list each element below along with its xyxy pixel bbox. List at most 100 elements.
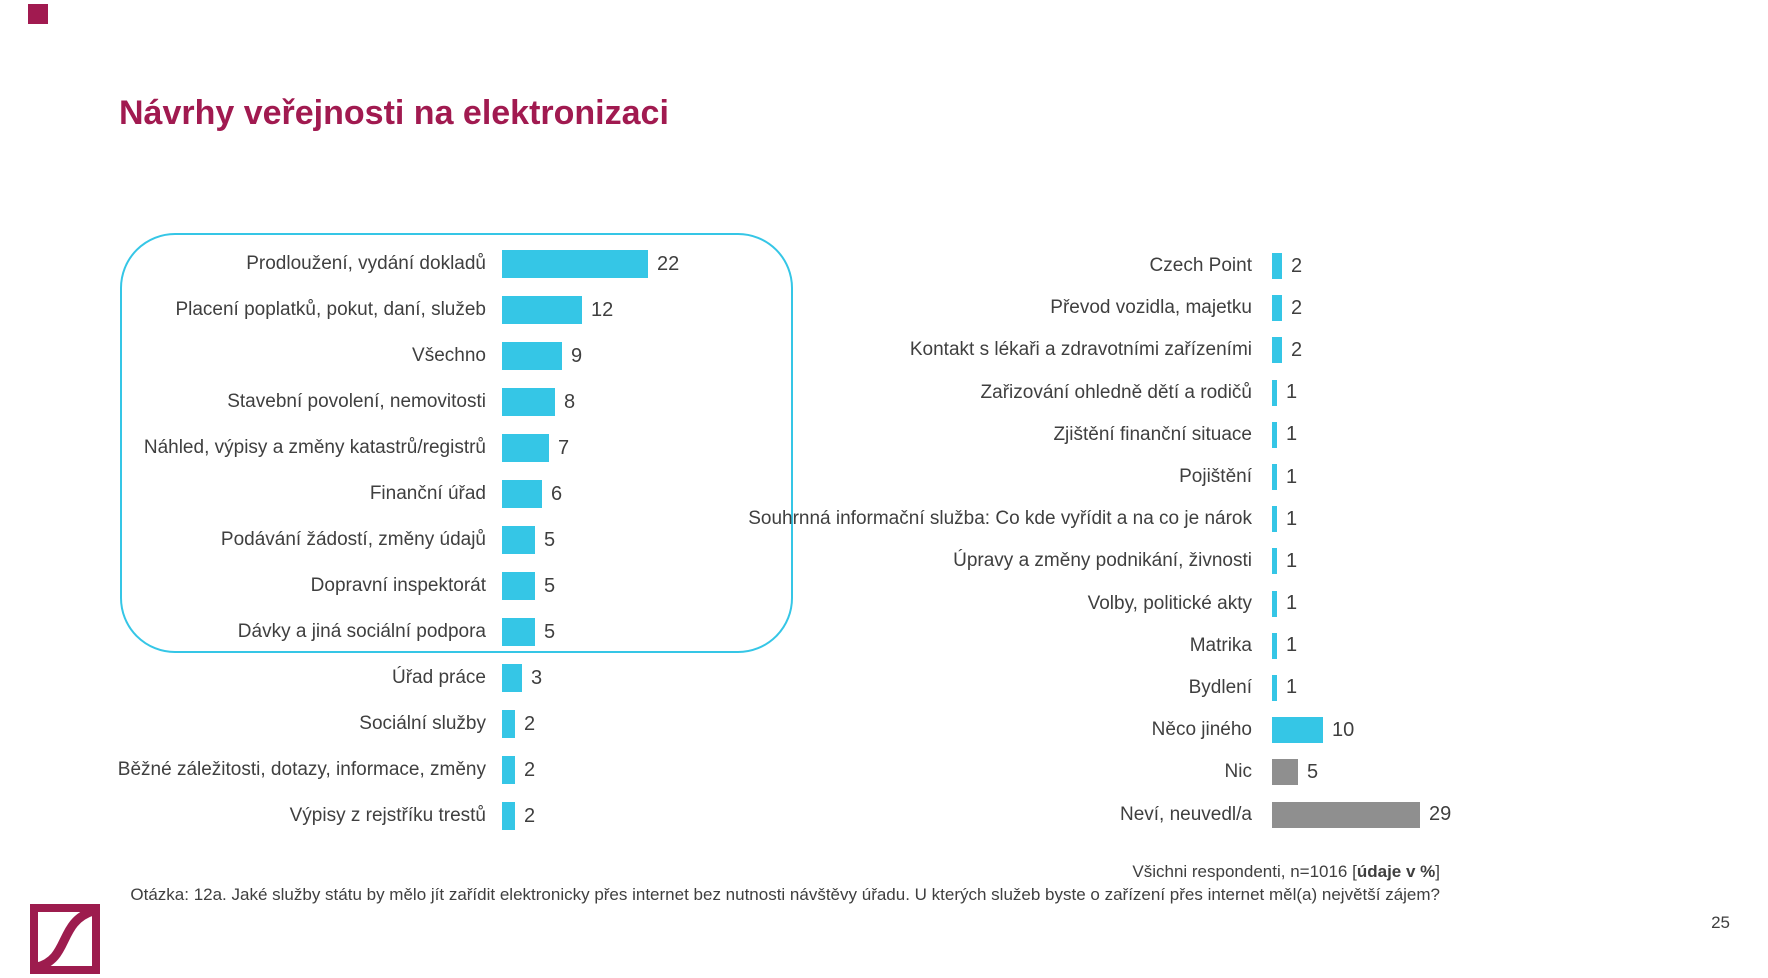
bar	[502, 756, 515, 784]
bar-row: Úpravy a změny podnikání, živnosti 1	[740, 540, 1500, 582]
bar	[1272, 801, 1420, 828]
bar	[1272, 379, 1277, 406]
bar	[1272, 464, 1277, 491]
bar-row: Neví, neuvedl/a 29	[740, 793, 1500, 835]
bar	[502, 250, 648, 278]
footnote-respondents-prefix: Všichni respondenti, n=1016 [	[1132, 862, 1357, 881]
bar-value: 5	[544, 528, 556, 551]
bar-row: Matrika 1	[740, 625, 1500, 667]
bar-row: Převod vozidla, majetku 2	[740, 287, 1500, 329]
bar-row: Podávání žádostí, změny údajů 5	[60, 517, 780, 563]
bar-label: Matrika	[1189, 634, 1252, 656]
bar	[1272, 674, 1277, 701]
bar-label: Souhrnná informační služba: Co kde vyříd…	[748, 508, 1252, 530]
bar-row: Nic 5	[740, 751, 1500, 793]
brand-logo-icon	[30, 904, 100, 974]
bar-label: Něco jiného	[1151, 719, 1252, 741]
bar-label: Výpisy z rejstříku trestů	[289, 805, 486, 826]
bar	[502, 342, 562, 370]
slide-title: Návrhy veřejnosti na elektronizaci	[119, 94, 669, 132]
bar-label: Neví, neuvedl/a	[1119, 803, 1252, 825]
bar-label: Převod vozidla, majetku	[1050, 297, 1252, 319]
accent-square	[28, 4, 48, 24]
bar-value: 7	[558, 436, 570, 459]
bar-value: 1	[1286, 465, 1298, 488]
bar	[1272, 506, 1277, 533]
bar	[502, 388, 555, 416]
bar	[1272, 337, 1282, 364]
bar-label: Nic	[1224, 761, 1252, 783]
bar-label: Úpravy a změny podnikání, živnosti	[953, 550, 1252, 572]
bar-value: 5	[1307, 760, 1319, 783]
bar	[1272, 421, 1277, 448]
bar-value: 22	[657, 252, 680, 275]
bar-row: Volby, politické akty 1	[740, 583, 1500, 625]
right-bar-chart: Czech Point 2 Převod vozidla, majetku 2 Kont…	[740, 245, 1500, 836]
bar-row: Zjištění finanční situace 1	[740, 414, 1500, 456]
bar-value: 6	[551, 482, 563, 505]
bar-label: Finanční úřad	[369, 483, 486, 504]
footnote-respondents-suffix: ]	[1435, 862, 1440, 881]
bar-label: Dávky a jiná sociální podpora	[237, 621, 486, 642]
bar	[502, 664, 522, 692]
bar-value: 1	[1286, 381, 1298, 404]
bar-value: 5	[544, 574, 556, 597]
bar-label: Zařizování ohledně dětí a rodičů	[980, 381, 1252, 403]
bar	[502, 526, 535, 554]
footnote-respondents: Všichni respondenti, n=1016 [údaje v %]	[130, 860, 1440, 883]
bar	[502, 618, 535, 646]
bar-value: 2	[524, 758, 536, 781]
left-bar-chart: Prodloužení, vydání dokladů 22 Placení pop…	[60, 241, 780, 839]
bar-value: 1	[1286, 507, 1298, 530]
bar	[502, 710, 515, 738]
bar-label: Zjištění finanční situace	[1053, 423, 1252, 445]
bar-label: Bydlení	[1188, 676, 1252, 698]
bar-row: Náhled, výpisy a změny katastrů/registrů…	[60, 425, 780, 471]
bar-row: Dávky a jiná sociální podpora 5	[60, 609, 780, 655]
bar	[1272, 295, 1282, 322]
bar-label: Sociální služby	[359, 713, 486, 734]
bar-value: 1	[1286, 676, 1298, 699]
bar-label: Stavební povolení, nemovitosti	[227, 391, 486, 412]
bar	[1272, 253, 1282, 280]
bar-row: Bydlení 1	[740, 667, 1500, 709]
bar	[1272, 632, 1277, 659]
bar-row: Něco jiného 10	[740, 709, 1500, 751]
bar-label: Podávání žádostí, změny údajů	[220, 529, 486, 550]
bar	[502, 572, 535, 600]
bar-value: 2	[524, 804, 536, 827]
bar-value: 5	[544, 620, 556, 643]
bar-label: Úřad práce	[392, 667, 486, 688]
bar-value: 9	[571, 344, 583, 367]
bar-value: 2	[524, 712, 536, 735]
bar-label: Dopravní inspektorát	[310, 575, 486, 596]
highlight-box	[120, 233, 793, 653]
footnotes: Všichni respondenti, n=1016 [údaje v %] …	[130, 860, 1440, 906]
bar-label: Czech Point	[1149, 255, 1252, 277]
bar-row: Kontakt s lékaři a zdravotními zařízením…	[740, 329, 1500, 371]
bar-row: Czech Point 2	[740, 245, 1500, 287]
bar-label: Volby, politické akty	[1087, 592, 1252, 614]
bar	[1272, 548, 1277, 575]
bar-row: Výpisy z rejstříku trestů 2	[60, 793, 780, 839]
bar-value: 1	[1286, 549, 1298, 572]
bar-value: 3	[531, 666, 543, 689]
bar-label: Běžné záležitosti, dotazy, informace, zm…	[117, 759, 486, 780]
bar	[502, 802, 515, 830]
bar-value: 2	[1291, 254, 1303, 277]
bar-row: Všechno 9	[60, 333, 780, 379]
bar-value: 12	[591, 298, 614, 321]
bar-value: 2	[1291, 296, 1303, 319]
bar-row: Stavební povolení, nemovitosti 8	[60, 379, 780, 425]
bar-row: Zařizování ohledně dětí a rodičů 1	[740, 372, 1500, 414]
brand-logo	[30, 904, 100, 978]
bar-value: 10	[1332, 718, 1355, 741]
bar-row: Běžné záležitosti, dotazy, informace, zm…	[60, 747, 780, 793]
bar-value: 2	[1291, 338, 1303, 361]
bar	[502, 434, 549, 462]
bar-value: 1	[1286, 423, 1298, 446]
page-number: 25	[1711, 913, 1730, 932]
bar-row: Sociální služby 2	[60, 701, 780, 747]
bar-row: Souhrnná informační služba: Co kde vyříd…	[740, 498, 1500, 540]
